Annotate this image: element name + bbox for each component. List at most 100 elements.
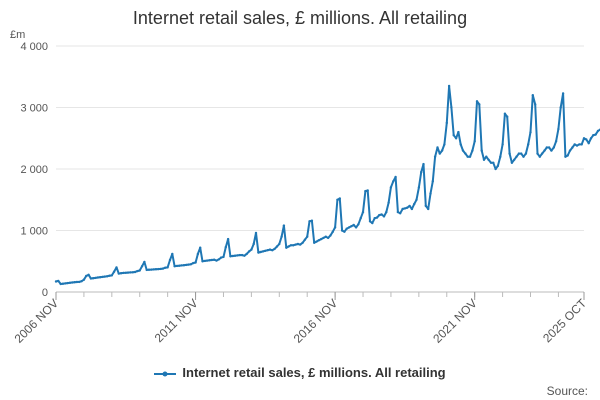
data-point xyxy=(447,84,451,88)
data-point xyxy=(443,143,446,146)
data-point xyxy=(280,235,283,238)
data-point xyxy=(145,268,148,272)
data-point xyxy=(101,275,104,279)
data-point xyxy=(261,250,265,253)
data-point xyxy=(166,266,169,269)
x-tick-label: 2006 NOV xyxy=(12,296,62,346)
data-point xyxy=(350,225,353,228)
data-point xyxy=(354,226,358,229)
data-point xyxy=(557,127,560,131)
data-point xyxy=(180,264,183,267)
data-point xyxy=(440,149,444,152)
data-point xyxy=(329,234,332,237)
data-point xyxy=(461,149,465,152)
data-point xyxy=(219,256,223,259)
source-label[interactable]: Source: xyxy=(546,384,588,398)
data-point xyxy=(534,103,537,106)
data-point xyxy=(68,281,72,284)
data-point xyxy=(417,186,421,189)
x-tick-label: 2011 NOV xyxy=(152,296,201,345)
data-point xyxy=(499,155,502,158)
chart-title: Internet retail sales, £ millions. All r… xyxy=(132,8,468,28)
data-point xyxy=(201,260,204,263)
data-point xyxy=(210,258,213,262)
data-point xyxy=(110,274,114,277)
data-point xyxy=(396,210,400,214)
data-point xyxy=(108,274,111,277)
data-point xyxy=(213,258,216,261)
data-point xyxy=(78,280,81,284)
data-point xyxy=(189,263,193,266)
data-point xyxy=(496,164,500,168)
data-point xyxy=(322,236,325,240)
data-point xyxy=(494,167,497,171)
data-point xyxy=(492,161,495,164)
data-point xyxy=(331,230,334,233)
data-point xyxy=(164,266,167,269)
legend-line-icon xyxy=(154,371,177,377)
data-point xyxy=(313,241,316,244)
data-point xyxy=(368,220,372,223)
data-point xyxy=(94,276,97,280)
data-point xyxy=(287,245,290,248)
data-point xyxy=(64,282,67,285)
data-point xyxy=(475,100,479,103)
data-point xyxy=(299,243,302,246)
data-point xyxy=(245,252,248,256)
data-point xyxy=(413,202,416,206)
y-tick-label: 0 xyxy=(42,287,48,299)
data-point xyxy=(99,276,102,279)
data-point xyxy=(403,207,407,210)
series-line xyxy=(55,85,600,285)
data-point xyxy=(359,217,362,220)
data-point xyxy=(143,260,146,264)
data-point xyxy=(140,265,144,268)
data-point xyxy=(96,276,100,279)
data-point xyxy=(333,226,337,229)
data-point xyxy=(508,152,511,155)
data-point xyxy=(420,170,423,174)
data-point xyxy=(226,237,230,241)
data-point xyxy=(252,242,255,246)
data-point xyxy=(482,158,486,161)
data-point xyxy=(550,149,553,152)
data-point xyxy=(450,106,453,109)
data-point xyxy=(159,267,162,271)
data-point xyxy=(271,249,274,252)
data-point xyxy=(385,210,388,214)
data-point xyxy=(406,206,409,209)
data-point xyxy=(161,267,165,270)
data-point xyxy=(254,231,258,235)
data-point xyxy=(554,140,558,143)
data-point xyxy=(573,143,576,146)
data-point xyxy=(568,149,572,152)
data-point xyxy=(529,130,532,134)
data-point xyxy=(424,204,427,208)
data-point xyxy=(224,245,227,249)
data-point xyxy=(510,161,514,164)
data-point xyxy=(273,247,276,251)
data-point xyxy=(324,235,327,238)
legend[interactable]: Internet retail sales, £ millions. All r… xyxy=(0,365,600,380)
data-point xyxy=(589,137,593,140)
data-point xyxy=(168,258,172,262)
data-point xyxy=(580,143,583,146)
data-point xyxy=(564,155,567,158)
data-point xyxy=(240,253,244,257)
data-point xyxy=(566,154,569,157)
data-point xyxy=(438,152,441,155)
data-point xyxy=(364,189,367,193)
data-point xyxy=(394,175,397,179)
data-point xyxy=(87,273,90,276)
data-point xyxy=(457,130,460,134)
data-point xyxy=(585,138,588,141)
data-point xyxy=(233,254,237,257)
data-point xyxy=(531,94,534,97)
data-point xyxy=(317,239,320,242)
data-point xyxy=(106,275,109,278)
data-point xyxy=(250,248,253,251)
data-point xyxy=(473,140,476,143)
data-point xyxy=(578,143,581,146)
data-point xyxy=(378,213,381,217)
data-point xyxy=(410,207,414,211)
